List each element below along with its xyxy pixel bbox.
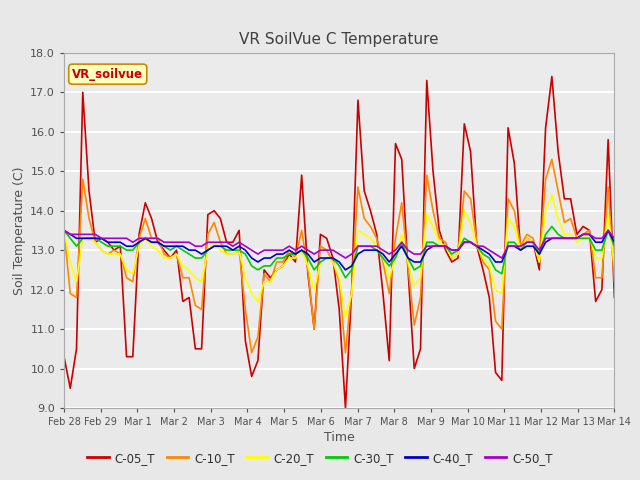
Legend: C-05_T, C-10_T, C-20_T, C-30_T, C-40_T, C-50_T: C-05_T, C-10_T, C-20_T, C-30_T, C-40_T, … (83, 447, 557, 469)
C-30_T (348, 267, 356, 273)
C-30_T (342, 275, 349, 281)
Line: C-40_T: C-40_T (64, 230, 614, 270)
C-20_T (129, 271, 137, 276)
Y-axis label: Soil Temperature (C): Soil Temperature (C) (13, 166, 26, 295)
C-10_T (173, 251, 180, 257)
C-40_T (554, 235, 562, 241)
C-10_T (116, 251, 124, 257)
C-40_T (129, 243, 137, 249)
C-30_T (548, 224, 556, 229)
C-30_T (273, 255, 280, 261)
C-30_T (116, 243, 124, 249)
Line: C-20_T: C-20_T (64, 195, 614, 317)
C-05_T (116, 243, 124, 249)
Line: C-30_T: C-30_T (64, 227, 614, 278)
C-10_T (561, 220, 568, 226)
C-10_T (279, 259, 287, 265)
C-50_T (173, 240, 180, 245)
Text: VR_soilvue: VR_soilvue (72, 68, 143, 81)
Line: C-50_T: C-50_T (64, 230, 614, 258)
C-50_T (129, 240, 137, 245)
C-40_T (173, 243, 180, 249)
C-20_T (116, 251, 124, 257)
C-50_T (348, 251, 356, 257)
C-20_T (348, 291, 356, 297)
C-20_T (273, 267, 280, 273)
C-05_T (342, 405, 349, 411)
C-30_T (60, 228, 68, 233)
C-05_T (60, 354, 68, 360)
C-20_T (561, 231, 568, 237)
X-axis label: Time: Time (324, 431, 355, 444)
C-20_T (548, 192, 556, 198)
C-05_T (548, 73, 556, 79)
Title: VR SoilVue C Temperature: VR SoilVue C Temperature (239, 33, 439, 48)
C-10_T (548, 156, 556, 162)
C-10_T (611, 279, 618, 285)
C-05_T (129, 354, 137, 360)
C-40_T (342, 267, 349, 273)
C-50_T (554, 235, 562, 241)
C-50_T (273, 247, 280, 253)
C-40_T (348, 263, 356, 269)
C-20_T (611, 263, 618, 269)
C-50_T (60, 228, 68, 233)
C-40_T (116, 240, 124, 245)
C-05_T (561, 196, 568, 202)
C-50_T (342, 255, 349, 261)
C-20_T (60, 228, 68, 233)
C-30_T (611, 243, 618, 249)
C-40_T (60, 228, 68, 233)
C-40_T (273, 251, 280, 257)
C-20_T (173, 251, 180, 257)
C-30_T (173, 243, 180, 249)
C-05_T (611, 295, 618, 300)
C-05_T (173, 247, 180, 253)
C-50_T (116, 235, 124, 241)
C-30_T (129, 247, 137, 253)
C-50_T (611, 235, 618, 241)
Line: C-05_T: C-05_T (64, 76, 614, 408)
C-10_T (348, 287, 356, 292)
C-40_T (611, 240, 618, 245)
Line: C-10_T: C-10_T (64, 159, 614, 353)
C-20_T (342, 314, 349, 320)
C-30_T (561, 235, 568, 241)
C-05_T (273, 267, 280, 273)
C-10_T (60, 228, 68, 233)
C-10_T (248, 350, 255, 356)
C-10_T (129, 279, 137, 285)
C-05_T (348, 287, 356, 292)
